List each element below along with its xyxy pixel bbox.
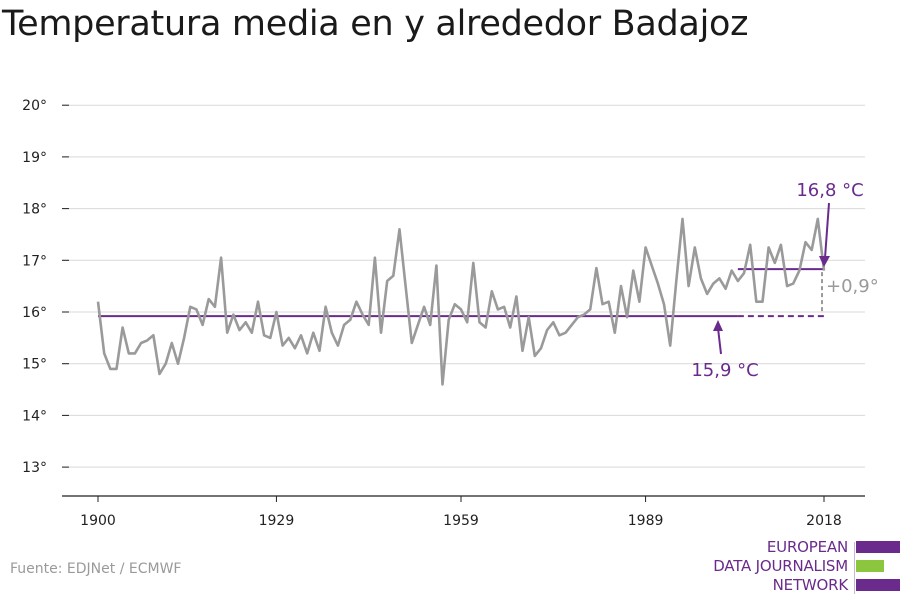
baseline-arrow-head [713,320,723,331]
y-tick-label: 15° [22,357,47,373]
logo-bar-bottom [856,579,900,591]
gridlines [62,104,865,468]
annotations: 15,9 °C 16,8 °C +0,9° [691,180,878,381]
logo-bar-top [856,541,900,553]
y-tick-label: 14° [22,408,47,424]
source-note: Fuente: EDJNet / ECMWF [10,561,182,577]
x-axis: 1900 1929 1959 1989 2018 [62,495,865,529]
temperature-series-line [96,217,826,386]
logo-line-2: DATA JOURNALISM [713,557,848,575]
logo-line-1: EUROPEAN [766,538,848,556]
y-tick-label: 17° [22,253,47,269]
baseline-arrow-shaft [717,327,722,355]
y-tick-label: 16° [22,305,47,321]
chart-title: Temperatura media en y alrededor Badajoz [2,4,749,44]
logo-line-3: NETWORK [772,576,849,594]
x-tick-label: 1959 [443,513,479,529]
logo-rule [854,542,855,594]
x-tick-label: 1989 [628,513,664,529]
y-tick-label: 19° [22,150,47,166]
difference-label: +0,9° [826,276,879,297]
x-tick-label: 2018 [806,513,842,529]
series-lines [96,217,826,386]
recent-value-label: 16,8 °C [796,180,863,201]
y-tick-label: 13° [22,460,47,476]
x-tick-label: 1929 [259,513,295,529]
recent-arrow-shaft [824,202,830,259]
recent-arrow-head [819,256,830,267]
baseline-value-label: 15,9 °C [691,360,758,381]
edjnet-logo: EUROPEAN DATA JOURNALISM NETWORK [700,538,900,596]
y-tick-label: 20° [22,98,47,114]
x-tick-label: 1900 [80,513,116,529]
y-tick-label: 18° [22,202,47,218]
y-axis-ticks: 13° 14° 15° 16° 17° 18° 19° 20° [22,98,69,476]
logo-bar-middle [856,560,884,572]
